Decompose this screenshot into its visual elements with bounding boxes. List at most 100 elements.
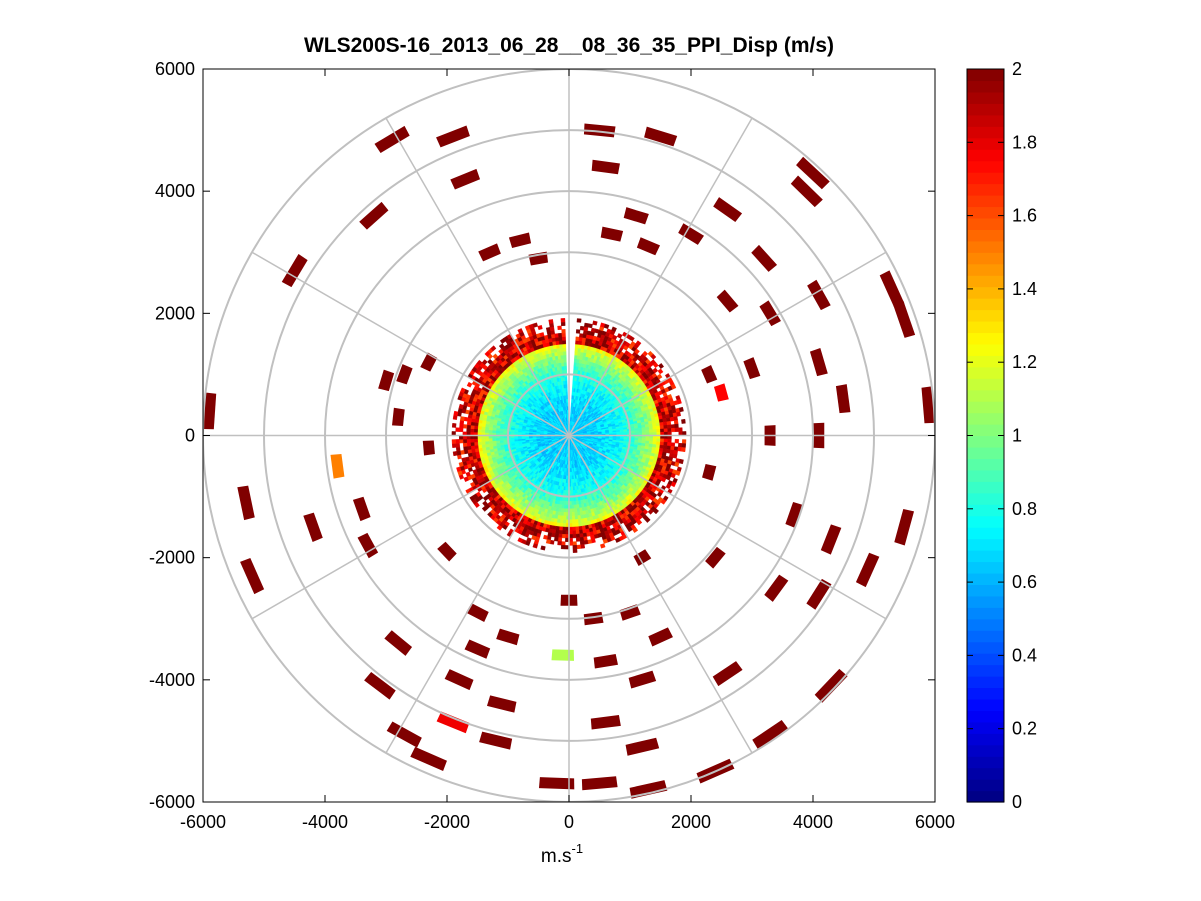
core-cell: [634, 430, 639, 434]
core-cell: [571, 508, 575, 513]
core-cell: [663, 438, 668, 443]
core-cell: [502, 437, 508, 441]
core-cell: [660, 438, 665, 443]
core-cell: [473, 438, 478, 443]
core-cell: [473, 428, 478, 433]
core-cell: [560, 354, 564, 360]
core-cell: [574, 511, 578, 517]
core-cell: [579, 533, 584, 538]
core-cell: [656, 428, 661, 433]
core-cell: [656, 438, 661, 443]
core-cell: [641, 429, 647, 434]
core-cell: [484, 440, 490, 445]
core-cell: [563, 354, 567, 359]
core-cell: [562, 515, 567, 520]
core-cell: [559, 347, 564, 352]
core-cell: [562, 343, 567, 348]
core-cell: [571, 523, 576, 528]
core-cell: [663, 421, 668, 426]
core-cell: [565, 387, 568, 392]
core-cell: [488, 440, 493, 445]
core-cell: [667, 442, 672, 447]
core-cell: [470, 445, 475, 450]
core-cell: [575, 526, 580, 531]
core-cell: [495, 437, 500, 441]
core-cell: [570, 490, 574, 495]
core-cell: [652, 438, 657, 442]
core-cell: [556, 344, 561, 349]
core-cell: [575, 340, 580, 345]
core-cell: [637, 427, 643, 431]
core-cell: [559, 343, 564, 349]
core-cell: [562, 351, 567, 356]
core-cell: [477, 444, 483, 449]
core-cell: [484, 438, 489, 442]
core-cell: [466, 428, 471, 433]
core-cell: [648, 426, 654, 431]
core-cell: [565, 394, 568, 400]
core-cell: [645, 426, 650, 431]
core-cell: [510, 437, 515, 440]
core-cell: [571, 526, 576, 531]
core-cell: [561, 362, 565, 367]
core-cell: [470, 438, 475, 443]
core-cell: [578, 529, 583, 535]
core-cell: [572, 534, 577, 539]
core-cell: [670, 424, 676, 429]
core-cell: [470, 441, 475, 447]
core-cell: [555, 336, 560, 342]
core-cell: [666, 420, 672, 426]
core-cell: [572, 530, 577, 535]
core-cell: [564, 380, 568, 385]
core-cell: [623, 431, 628, 434]
core-cell: [567, 413, 569, 418]
core-cell: [466, 442, 471, 447]
core-cell: [571, 515, 576, 520]
core-cell: [566, 409, 569, 414]
core-cell: [558, 533, 563, 539]
core-cell: [466, 445, 472, 451]
core-cell: [484, 429, 489, 433]
core-cell: [561, 534, 566, 539]
core-cell: [667, 438, 672, 443]
core-cell: [578, 526, 583, 531]
core-cell: [499, 437, 504, 441]
core-cell: [488, 429, 493, 434]
core-cell: [558, 340, 563, 345]
core-cell: [630, 430, 636, 434]
core-cell: [574, 515, 579, 520]
core-cell: [656, 425, 661, 430]
core-cell: [570, 497, 574, 502]
core-cell: [562, 347, 567, 352]
core-cell: [477, 438, 482, 443]
core-cell: [574, 522, 579, 528]
core-cell: [659, 422, 664, 427]
core-cell: [663, 424, 668, 430]
core-cell: [477, 441, 482, 446]
core-cell: [473, 425, 479, 430]
core-cell: [575, 530, 580, 535]
core-cell: [477, 428, 482, 433]
core-cell: [641, 437, 647, 442]
core-cell: [575, 336, 580, 341]
core-cell: [645, 429, 650, 434]
core-cell: [559, 351, 564, 356]
core-cell: [565, 391, 568, 396]
core-cell: [481, 441, 486, 445]
core-cell: [554, 333, 559, 338]
core-cell: [652, 429, 657, 433]
core-cell: [470, 428, 475, 433]
core-cell: [574, 519, 579, 524]
core-cell: [563, 365, 567, 370]
core-cell: [488, 437, 493, 442]
core-cell: [466, 424, 471, 429]
core-cell: [473, 441, 479, 446]
core-cell: [481, 438, 486, 442]
core-cell: [481, 429, 486, 433]
core-cell: [565, 384, 568, 389]
core-cell: [573, 504, 577, 509]
core-cell: [562, 523, 567, 528]
core-cell: [660, 428, 665, 433]
core-cell: [555, 340, 560, 345]
core-cell: [575, 533, 580, 539]
